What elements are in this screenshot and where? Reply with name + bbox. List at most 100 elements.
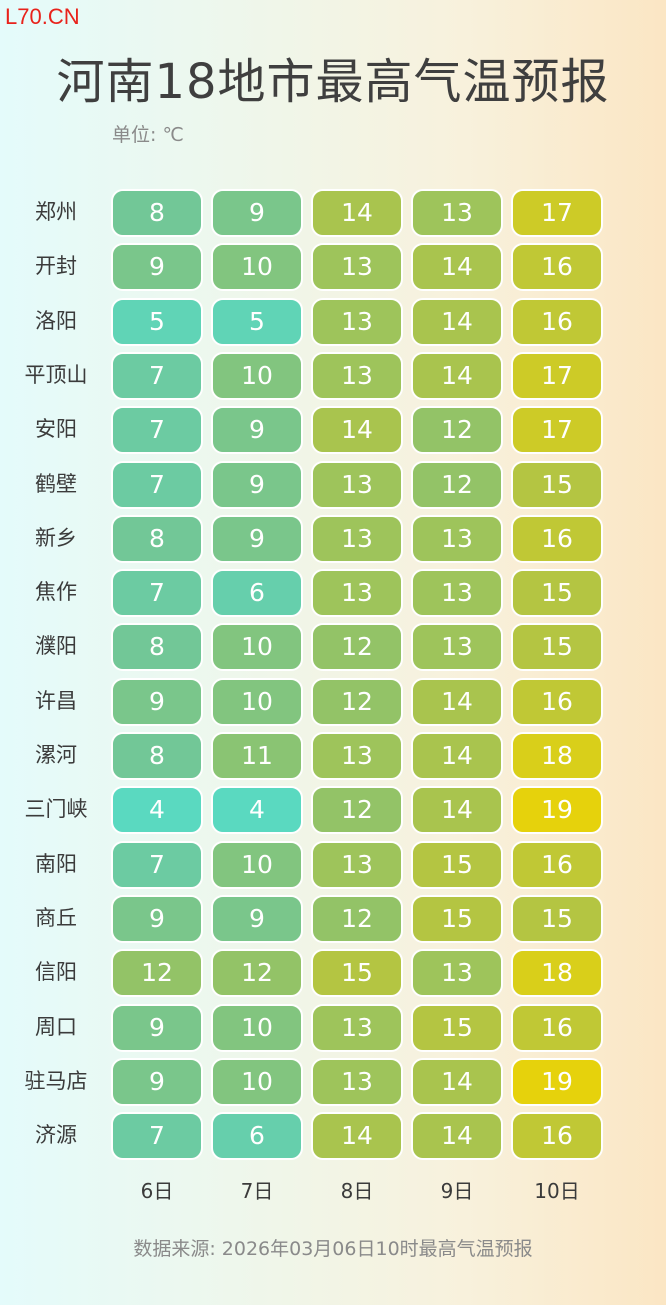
temperature-cell: 14 [411,1112,503,1161]
city-label: 南阳 [35,851,77,876]
temperature-cell: 15 [411,840,503,889]
city-label: 新乡 [35,525,77,550]
temperature-cell: 14 [411,297,503,346]
temperature-cell: 7 [111,840,203,889]
temperature-cell: 14 [411,786,503,835]
city-label: 安阳 [35,417,77,442]
temperature-cell: 12 [411,460,503,509]
temperature-cell: 7 [111,460,203,509]
temperature-cell: 13 [311,514,403,563]
temperature-cell: 9 [211,894,303,943]
watermark-logo: L70.CN [5,4,80,29]
city-label: 濮阳 [35,634,77,659]
temperature-cell: 7 [111,351,203,400]
city-label: 郑州 [35,200,77,224]
temperature-cell: 12 [311,786,403,835]
temperature-cell: 15 [511,894,603,943]
temperature-cell: 14 [411,351,503,400]
temperature-cell: 13 [411,569,503,618]
temperature-cell: 10 [211,1003,303,1052]
temperature-cell: 9 [111,1057,203,1106]
temperature-cell: 16 [511,840,603,889]
temperature-cell: 9 [211,189,303,237]
temperature-cell: 8 [111,189,203,237]
temperature-cell: 13 [411,514,503,563]
city-label: 三门峡 [24,797,88,822]
temperature-cell: 12 [211,949,303,998]
temperature-cell: 6 [211,1112,303,1161]
temperature-cell: 4 [211,786,303,835]
temperature-cell: 15 [411,894,503,943]
temperature-cell: 10 [211,623,303,672]
temperature-cell: 13 [311,243,403,292]
temperature-cell: 15 [411,1003,503,1052]
temperature-cell: 8 [111,514,203,563]
chart-title: 河南18地市最高气温预报 [56,54,610,110]
temperature-cell: 18 [511,732,603,780]
city-label: 商丘 [35,905,77,930]
temperature-cell: 7 [111,569,203,618]
temperature-cell: 14 [311,406,403,455]
city-label: 焦作 [35,580,77,605]
temperature-cell: 13 [411,189,503,237]
temperature-cell: 13 [411,623,503,672]
temperature-cell: 8 [111,732,203,780]
temperature-cell: 4 [111,786,203,835]
temperature-cell: 10 [211,840,303,889]
temperature-cell: 13 [311,840,403,889]
temperature-cell: 11 [211,732,303,780]
data-source-note: 数据来源: 2026年03月06日10时最高气温预报 [133,1238,533,1260]
temperature-cell: 12 [311,677,403,726]
city-label: 洛阳 [35,308,77,333]
temperature-cell: 16 [511,514,603,563]
temperature-cell: 15 [311,949,403,998]
day-tick-label: 10日 [534,1179,580,1203]
temperature-cell: 10 [211,243,303,292]
temperature-cell: 14 [411,732,503,780]
temperature-cell: 5 [111,297,203,346]
temperature-cell: 7 [111,1112,203,1161]
temperature-cell: 9 [211,514,303,563]
city-label: 信阳 [35,960,77,985]
city-label: 漯河 [35,743,77,767]
temperature-cell: 13 [411,949,503,998]
temperature-cell: 9 [211,460,303,509]
day-tick-label: 7日 [240,1179,274,1203]
temperature-cell: 15 [511,623,603,672]
temperature-cell: 7 [111,406,203,455]
temperature-cell: 8 [111,623,203,672]
temperature-cell: 9 [111,677,203,726]
temperature-cell: 14 [411,677,503,726]
temperature-cell: 13 [311,732,403,780]
temperature-cell: 15 [511,460,603,509]
temperature-cell: 15 [511,569,603,618]
temperature-cell: 12 [311,623,403,672]
temperature-cell: 13 [311,297,403,346]
temperature-cell: 9 [111,1003,203,1052]
temperature-cell: 18 [511,949,603,998]
city-label: 驻马店 [24,1068,88,1093]
temperature-cell: 14 [411,243,503,292]
city-label: 许昌 [35,688,77,713]
temperature-cell: 9 [111,894,203,943]
temperature-cell: 12 [411,406,503,455]
temperature-cell: 17 [511,351,603,400]
city-label: 开封 [35,254,77,279]
city-label: 鹤壁 [35,471,77,496]
temperature-cell: 17 [511,189,603,237]
temperature-cell: 16 [511,297,603,346]
temperature-cell: 13 [311,1057,403,1106]
temperature-cell: 10 [211,351,303,400]
temperature-cell: 14 [311,189,403,237]
temperature-cell: 10 [211,677,303,726]
temperature-cell: 13 [311,351,403,400]
temperature-cell: 19 [511,1057,603,1106]
day-tick-label: 6日 [140,1179,174,1203]
temperature-cell: 10 [211,1057,303,1106]
city-label: 平顶山 [24,362,88,387]
temperature-cell: 16 [511,243,603,292]
unit-label: 单位: ℃ [112,124,184,146]
temperature-cell: 14 [311,1112,403,1161]
temperature-cell: 6 [211,569,303,618]
temperature-cell: 19 [511,786,603,835]
